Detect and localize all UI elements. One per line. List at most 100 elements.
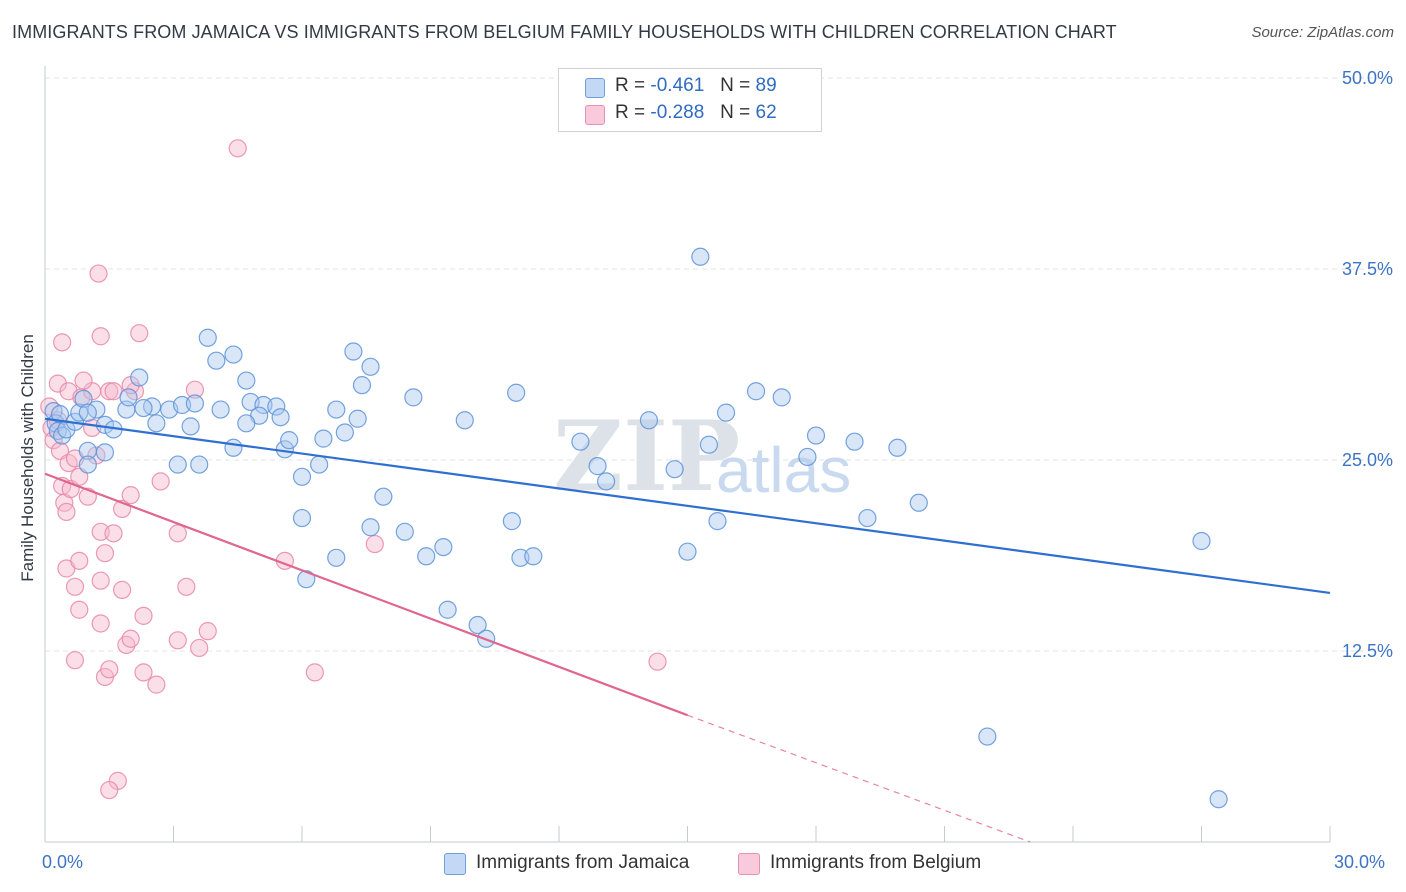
- jamaica-point: [224, 438, 243, 457]
- belgium-point: [100, 382, 119, 401]
- jamaica-swatch: [585, 78, 605, 98]
- jamaica-point: [395, 522, 414, 541]
- legend-n-label: N =: [720, 75, 751, 96]
- jamaica-point: [417, 547, 436, 566]
- jamaica-point: [95, 443, 115, 462]
- jamaica-point: [524, 547, 543, 566]
- legend-r-label: R =: [615, 75, 646, 96]
- legend-n-value: 62: [755, 102, 777, 123]
- jamaica-point: [798, 447, 817, 467]
- jamaica-point: [237, 414, 256, 433]
- jamaica-point: [297, 570, 316, 589]
- jamaica-point: [665, 460, 684, 479]
- legend-r-label: R =: [615, 102, 646, 123]
- y-tick-label: 50.0%: [1342, 68, 1393, 88]
- jamaica-point: [806, 426, 826, 445]
- y-tick-labels: 12.5% 25.0% 37.5% 50.0%: [1342, 68, 1393, 661]
- legend-n-value: 89: [755, 75, 777, 96]
- jamaica-point: [699, 435, 719, 454]
- jamaica-point: [310, 455, 329, 474]
- belgium-point: [65, 651, 85, 670]
- jamaica-point: [772, 388, 791, 407]
- bottom-legend-belgium-label: Immigrants from Belgium: [770, 852, 982, 873]
- belgium-point: [112, 580, 132, 599]
- jamaica-point: [130, 368, 149, 387]
- belgium-point: [151, 472, 170, 491]
- belgium-point: [147, 675, 166, 694]
- jamaica-point: [78, 403, 97, 422]
- belgium-point: [305, 663, 324, 682]
- jamaica-point: [1192, 531, 1211, 551]
- belgium-point: [168, 524, 187, 543]
- legend-r-value: -0.288: [650, 102, 705, 123]
- belgium-trendline-extension: [687, 714, 1031, 843]
- belgium-point: [168, 631, 187, 650]
- belgium-point: [104, 524, 123, 543]
- jamaica-point: [1209, 790, 1228, 809]
- belgium-point: [53, 333, 72, 352]
- belgium-point: [177, 577, 196, 596]
- jamaica-point: [271, 408, 290, 427]
- jamaica-point: [716, 403, 736, 422]
- belgium-point: [89, 264, 108, 283]
- jamaica-point: [190, 455, 209, 474]
- belgium-point: [121, 486, 140, 505]
- jamaica-point: [361, 518, 380, 537]
- jamaica-point: [746, 382, 766, 401]
- belgium-point: [95, 544, 115, 563]
- jamaica-legend-swatch: [444, 853, 466, 875]
- jamaica-point: [678, 542, 697, 561]
- y-tick-label: 25.0%: [1342, 450, 1393, 470]
- y-tick-label: 37.5%: [1342, 259, 1393, 279]
- belgium-point: [65, 577, 85, 596]
- belgium-point: [70, 600, 89, 619]
- legend-r-value: -0.461: [650, 75, 705, 96]
- jamaica-point: [404, 388, 423, 407]
- jamaica-point: [327, 400, 346, 419]
- jamaica-point: [507, 383, 526, 402]
- jamaica-point: [588, 457, 607, 476]
- jamaica-point: [74, 389, 93, 408]
- belgium-trendline: [44, 472, 688, 717]
- y-tick-label: 12.5%: [1342, 641, 1393, 661]
- jamaica-point: [292, 467, 312, 486]
- jamaica-point: [455, 411, 474, 430]
- jamaica-point: [50, 405, 70, 424]
- jamaica-point: [708, 512, 727, 531]
- bottom-legend-jamaica-label: Immigrants from Jamaica: [476, 852, 690, 873]
- jamaica-point: [119, 388, 138, 407]
- jamaica-points: [44, 247, 1228, 809]
- jamaica-point: [267, 397, 286, 416]
- belgium-point: [130, 324, 149, 343]
- jamaica-point: [314, 429, 333, 448]
- jamaica-trendline: [44, 417, 1331, 595]
- jamaica-point: [468, 615, 487, 635]
- chart-title: IMMIGRANTS FROM JAMAICA VS IMMIGRANTS FR…: [12, 22, 1117, 42]
- jamaica-point: [597, 472, 616, 491]
- grid-lines: [45, 77, 1392, 652]
- x-tick-label-max: 30.0%: [1334, 852, 1386, 872]
- x-tick-label-min: 0.0%: [42, 852, 84, 872]
- jamaica-point: [211, 400, 230, 419]
- belgium-point: [57, 502, 76, 522]
- jamaica-point: [845, 432, 864, 451]
- source-credit: Source: ZipAtlas.com: [1251, 24, 1394, 41]
- belgium-point: [121, 629, 140, 648]
- jamaica-point: [438, 600, 457, 619]
- jamaica-point: [691, 247, 710, 266]
- jamaica-point: [168, 455, 187, 474]
- legend-text-belgium: R = -0.288 N = 62: [615, 102, 777, 124]
- belgium-point: [100, 660, 119, 679]
- belgium-point: [198, 622, 217, 641]
- belgium-point: [70, 551, 89, 570]
- jamaica-point: [280, 431, 299, 450]
- jamaica-point: [978, 727, 997, 746]
- watermark-atlas: atlas: [716, 434, 851, 506]
- jamaica-point: [571, 432, 590, 451]
- belgium-swatch: [585, 105, 605, 125]
- belgium-point: [134, 606, 153, 625]
- jamaica-point: [909, 493, 928, 512]
- jamaica-point: [335, 423, 354, 442]
- axes: [44, 66, 1331, 843]
